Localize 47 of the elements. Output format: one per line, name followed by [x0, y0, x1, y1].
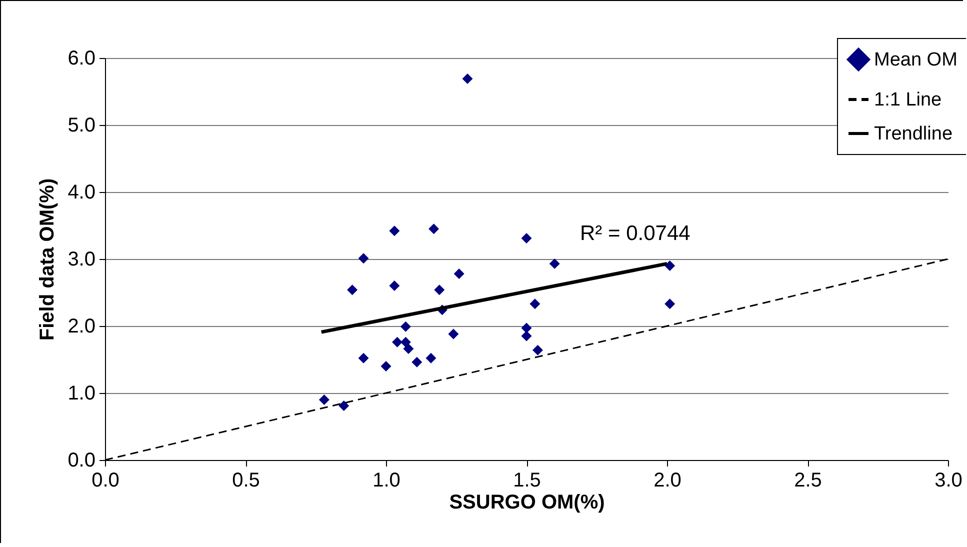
- x-tick-label: 2.0: [654, 470, 682, 492]
- x-tick-label: 1.0: [372, 470, 400, 492]
- point: [380, 360, 392, 372]
- point: [338, 400, 350, 411]
- point: [549, 258, 560, 269]
- point: [434, 284, 445, 296]
- x-axis-title: SSURGO OM(%): [449, 492, 605, 514]
- point: [521, 232, 532, 244]
- point: [389, 226, 400, 236]
- point: [462, 74, 473, 84]
- point: [428, 224, 440, 234]
- legend-label: Trendline: [874, 124, 953, 144]
- point: [664, 298, 676, 310]
- y-tick-label: 6.0: [68, 48, 96, 70]
- point: [521, 322, 532, 334]
- point: [664, 260, 676, 271]
- annotation: R² = 0.0744: [580, 222, 691, 245]
- y-tick-label: 0.0: [68, 450, 96, 472]
- x-tick-label: 0.0: [92, 470, 120, 492]
- point: [426, 352, 436, 364]
- point: [389, 280, 400, 292]
- point: [403, 344, 414, 354]
- x-tick-label: 2.5: [794, 470, 822, 492]
- point: [318, 394, 330, 405]
- x-tick-label: 3.0: [934, 470, 962, 492]
- y-axis-title: Field data OM(%): [36, 178, 59, 341]
- point: [347, 284, 358, 296]
- point: [358, 253, 369, 264]
- legend-label: Mean OM: [874, 50, 958, 70]
- point: [400, 336, 411, 348]
- point: [530, 298, 540, 310]
- y-tick-label: 3.0: [68, 248, 96, 270]
- y-tick-label: 1.0: [68, 382, 96, 404]
- point: [448, 328, 459, 340]
- legend-label: 1:1 Line: [874, 90, 942, 110]
- point: [454, 268, 464, 279]
- y-tick-label: 5.0: [68, 114, 96, 136]
- y-tick-label: 4.0: [68, 182, 96, 204]
- y-tick-label: 2.0: [68, 316, 96, 338]
- point: [358, 352, 369, 364]
- point: [392, 336, 402, 348]
- point: [521, 330, 532, 342]
- x-tick-label: 0.5: [232, 470, 260, 492]
- point: [532, 344, 543, 356]
- point: [400, 321, 411, 332]
- x-tick-label: 1.5: [513, 470, 541, 492]
- point: [412, 356, 422, 368]
